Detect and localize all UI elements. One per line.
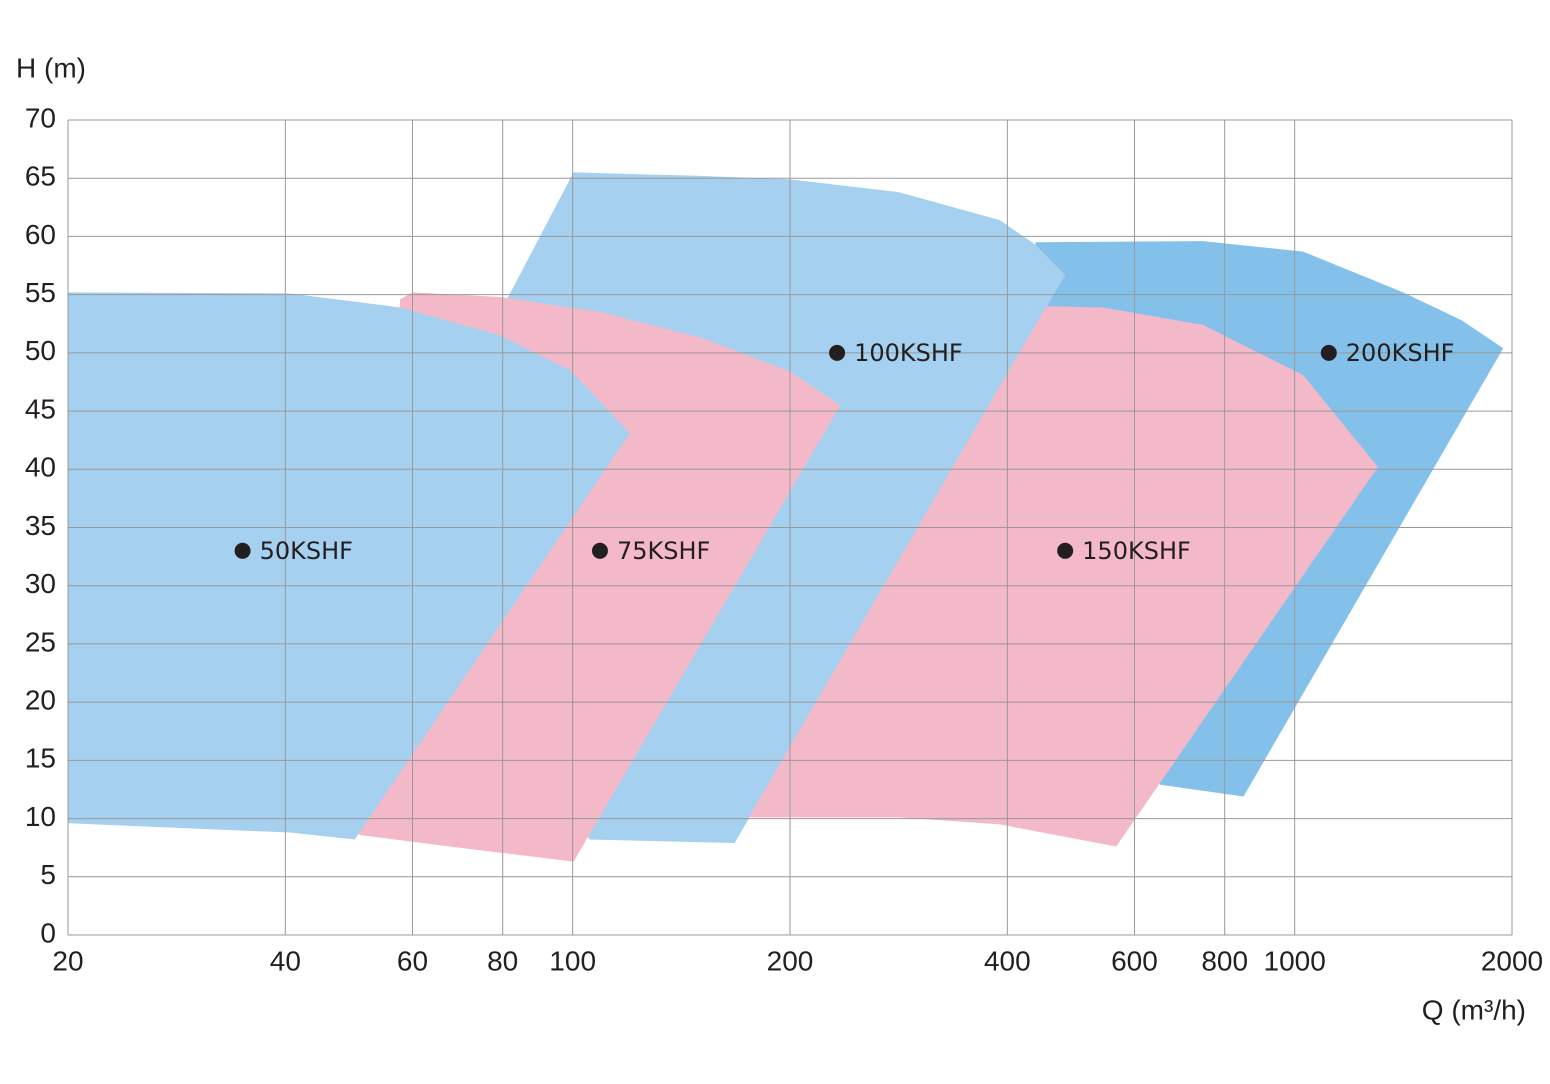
x-tick-label: 40 bbox=[270, 945, 301, 976]
marker bbox=[234, 542, 251, 559]
x-axis-title: Q (m³/h) bbox=[1422, 994, 1526, 1025]
x-tick-label: 600 bbox=[1111, 945, 1158, 976]
y-axis-title: H (m) bbox=[16, 52, 86, 83]
y-tick-label: 40 bbox=[25, 452, 56, 483]
region bbox=[748, 306, 1378, 847]
y-tick-label: 25 bbox=[25, 626, 56, 657]
marker bbox=[591, 542, 608, 559]
series-label: 150KSHF bbox=[1082, 537, 1191, 565]
x-tick-label: 200 bbox=[767, 945, 814, 976]
y-tick-label: 45 bbox=[25, 393, 56, 424]
x-tick-label: 800 bbox=[1201, 945, 1248, 976]
y-tick-label: 0 bbox=[40, 917, 56, 948]
marker bbox=[1320, 344, 1337, 361]
series-label: 100KSHF bbox=[854, 339, 963, 367]
marker bbox=[829, 344, 846, 361]
y-tick-label: 15 bbox=[25, 743, 56, 774]
x-tick-label: 1000 bbox=[1264, 945, 1326, 976]
y-tick-label: 60 bbox=[25, 219, 56, 250]
y-tick-label: 10 bbox=[25, 801, 56, 832]
x-tick-label: 100 bbox=[549, 945, 596, 976]
y-tick-label: 70 bbox=[25, 102, 56, 133]
x-tick-label: 20 bbox=[52, 945, 83, 976]
series-label: 50KSHF bbox=[260, 537, 353, 565]
x-tick-label: 80 bbox=[487, 945, 518, 976]
series-label: 75KSHF bbox=[617, 537, 710, 565]
y-tick-label: 30 bbox=[25, 568, 56, 599]
x-tick-label: 400 bbox=[984, 945, 1031, 976]
marker bbox=[1057, 542, 1074, 559]
y-tick-label: 35 bbox=[25, 510, 56, 541]
x-tick-label: 60 bbox=[397, 945, 428, 976]
y-tick-label: 55 bbox=[25, 277, 56, 308]
series-label: 200KSHF bbox=[1346, 339, 1455, 367]
y-tick-label: 20 bbox=[25, 685, 56, 716]
y-tick-label: 50 bbox=[25, 335, 56, 366]
y-tick-label: 5 bbox=[40, 859, 56, 890]
x-tick-label: 2000 bbox=[1481, 945, 1543, 976]
region bbox=[68, 292, 630, 840]
y-tick-label: 65 bbox=[25, 161, 56, 192]
